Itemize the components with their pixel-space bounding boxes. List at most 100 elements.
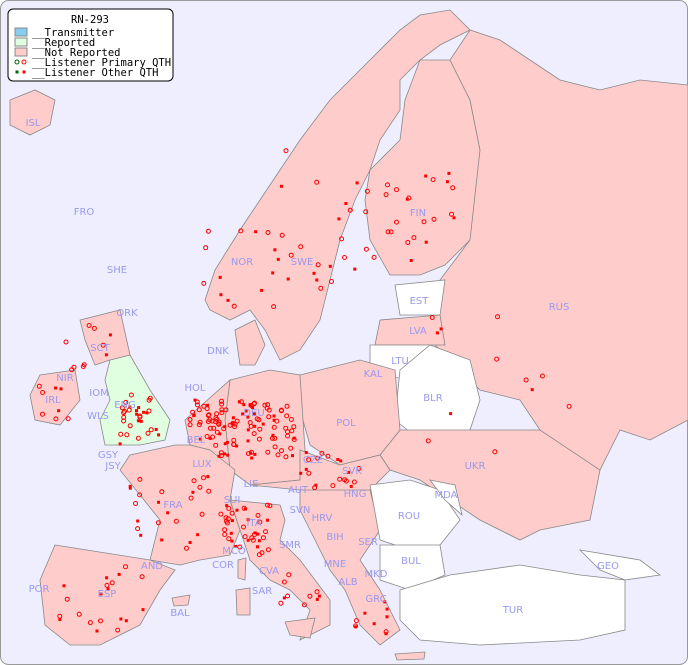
listener-primary-qth-marker xyxy=(206,412,212,418)
listener-primary-qth-marker xyxy=(205,228,211,234)
country-label-mda: MDA xyxy=(435,490,458,501)
listener-other-qth-marker xyxy=(234,544,238,548)
listener-primary-qth-marker xyxy=(265,547,271,553)
listener-other-qth-marker xyxy=(248,403,252,406)
listener-other-qth-marker xyxy=(449,412,453,416)
listener-primary-qth-marker xyxy=(147,395,153,401)
listener-primary-qth-marker xyxy=(231,303,237,309)
listener-other-qth-marker xyxy=(253,424,257,428)
listener-other-qth-marker xyxy=(206,475,210,479)
country-label-she: SHE xyxy=(107,265,127,276)
listener-other-qth-marker xyxy=(135,409,138,413)
listener-primary-qth-marker xyxy=(406,195,412,201)
country-label-fra: FRA xyxy=(163,500,182,511)
listener-primary-qth-marker xyxy=(145,430,151,436)
listener-other-qth-marker xyxy=(372,622,376,626)
country-label-cze: CZE xyxy=(303,455,323,466)
listener-other-qth-marker xyxy=(253,452,257,456)
listener-primary-qth-marker xyxy=(283,148,289,154)
listener-primary-qth-marker xyxy=(307,593,313,599)
listener-primary-qth-marker xyxy=(207,425,213,431)
listener-primary-qth-marker xyxy=(251,431,257,437)
listener-other-qth-marker xyxy=(223,442,227,446)
listener-other-qth-marker xyxy=(230,539,234,543)
listener-other-qth-marker xyxy=(439,327,443,331)
listener-primary-qth-marker xyxy=(204,434,210,439)
listener-primary-qth-marker xyxy=(271,424,277,430)
listener-primary-qth-marker xyxy=(405,240,411,245)
listener-primary-qth-marker xyxy=(249,535,255,541)
listener-primary-qth-marker xyxy=(213,442,219,448)
listener-primary-qth-marker xyxy=(191,478,197,484)
listener-primary-qth-marker xyxy=(492,449,498,455)
listener-primary-qth-marker xyxy=(122,408,127,414)
country-label-ser: SER xyxy=(358,537,378,548)
listener-other-qth-marker xyxy=(226,453,230,457)
country-label-mne: MNE xyxy=(324,559,346,570)
listener-other-qth-marker xyxy=(336,458,340,461)
listener-primary-qth-marker xyxy=(421,219,427,225)
country-label-esp: ESP xyxy=(98,589,117,600)
listener-other-qth-marker xyxy=(192,413,196,417)
listener-primary-qth-marker xyxy=(53,416,59,422)
listener-other-qth-marker xyxy=(246,415,250,419)
listener-primary-qth-marker xyxy=(301,602,307,608)
listener-primary-qth-marker xyxy=(254,416,260,422)
listener-other-qth-marker xyxy=(128,405,132,409)
country-label-smr: SMR xyxy=(279,540,301,551)
listener-other-qth-marker xyxy=(447,171,451,175)
listener-primary-qth-marker xyxy=(139,574,145,580)
listener-primary-qth-marker xyxy=(231,441,237,447)
listener-primary-qth-marker xyxy=(256,436,262,442)
listener-other-qth-marker xyxy=(385,607,389,611)
listener-other-qth-marker xyxy=(193,398,197,402)
listener-primary-qth-marker xyxy=(259,550,265,556)
listener-other-qth-marker xyxy=(314,483,318,487)
listener-primary-qth-marker xyxy=(234,418,240,424)
country-label-cva: CVA xyxy=(259,566,279,577)
country-label-mkd: MKD xyxy=(365,569,388,580)
listener-other-qth-marker xyxy=(530,388,534,392)
listener-primary-qth-marker xyxy=(242,534,248,540)
listener-other-qth-marker xyxy=(59,387,63,391)
country-label-blr: BLR xyxy=(423,393,442,404)
listener-primary-qth-marker xyxy=(314,589,320,595)
listener-primary-qth-marker xyxy=(196,407,202,413)
listener-other-qth-marker xyxy=(250,456,254,460)
listener-primary-qth-marker xyxy=(206,488,212,494)
listener-primary-qth-marker xyxy=(226,506,232,511)
listener-other-qth-marker xyxy=(225,504,229,508)
listener-primary-qth-marker xyxy=(173,518,179,524)
listener-primary-qth-marker xyxy=(278,600,284,606)
country-label-sui: SUI xyxy=(224,495,241,506)
listener-primary-qth-marker xyxy=(238,399,244,405)
listener-primary-qth-marker xyxy=(281,579,287,585)
country-label-bul: BUL xyxy=(401,556,421,567)
listener-primary-qth-marker xyxy=(218,511,224,517)
country-label-irl: IRL xyxy=(45,395,61,406)
country-label-hol: HOL xyxy=(185,383,206,394)
listener-other-qth-marker xyxy=(256,545,259,549)
listener-other-qth-marker xyxy=(291,454,294,458)
listener-other-qth-marker xyxy=(208,436,212,440)
listener-other-qth-marker xyxy=(299,471,303,475)
listener-other-qth-marker xyxy=(141,608,145,612)
listener-other-qth-marker xyxy=(118,442,122,446)
listener-primary-qth-marker xyxy=(128,392,134,398)
legend: RN-293 __Transmitter __Reported __Not Re… xyxy=(7,8,174,82)
country-ireland xyxy=(29,369,81,426)
listener-primary-qth-marker xyxy=(394,219,399,225)
country-iceland xyxy=(9,89,56,136)
listener-primary-qth-marker xyxy=(80,364,86,369)
listener-other-qth-marker xyxy=(157,500,160,504)
listener-other-qth-marker xyxy=(409,259,413,262)
listener-primary-qth-marker xyxy=(315,455,321,461)
country-label-por: POR xyxy=(29,584,50,595)
listener-other-qth-marker xyxy=(252,412,256,416)
listener-primary-qth-marker xyxy=(263,529,268,535)
listener-other-qth-marker xyxy=(424,240,428,244)
listener-other-qth-marker xyxy=(272,414,276,418)
listener-primary-qth-marker xyxy=(219,410,225,416)
listener-primary-qth-marker xyxy=(190,409,196,415)
